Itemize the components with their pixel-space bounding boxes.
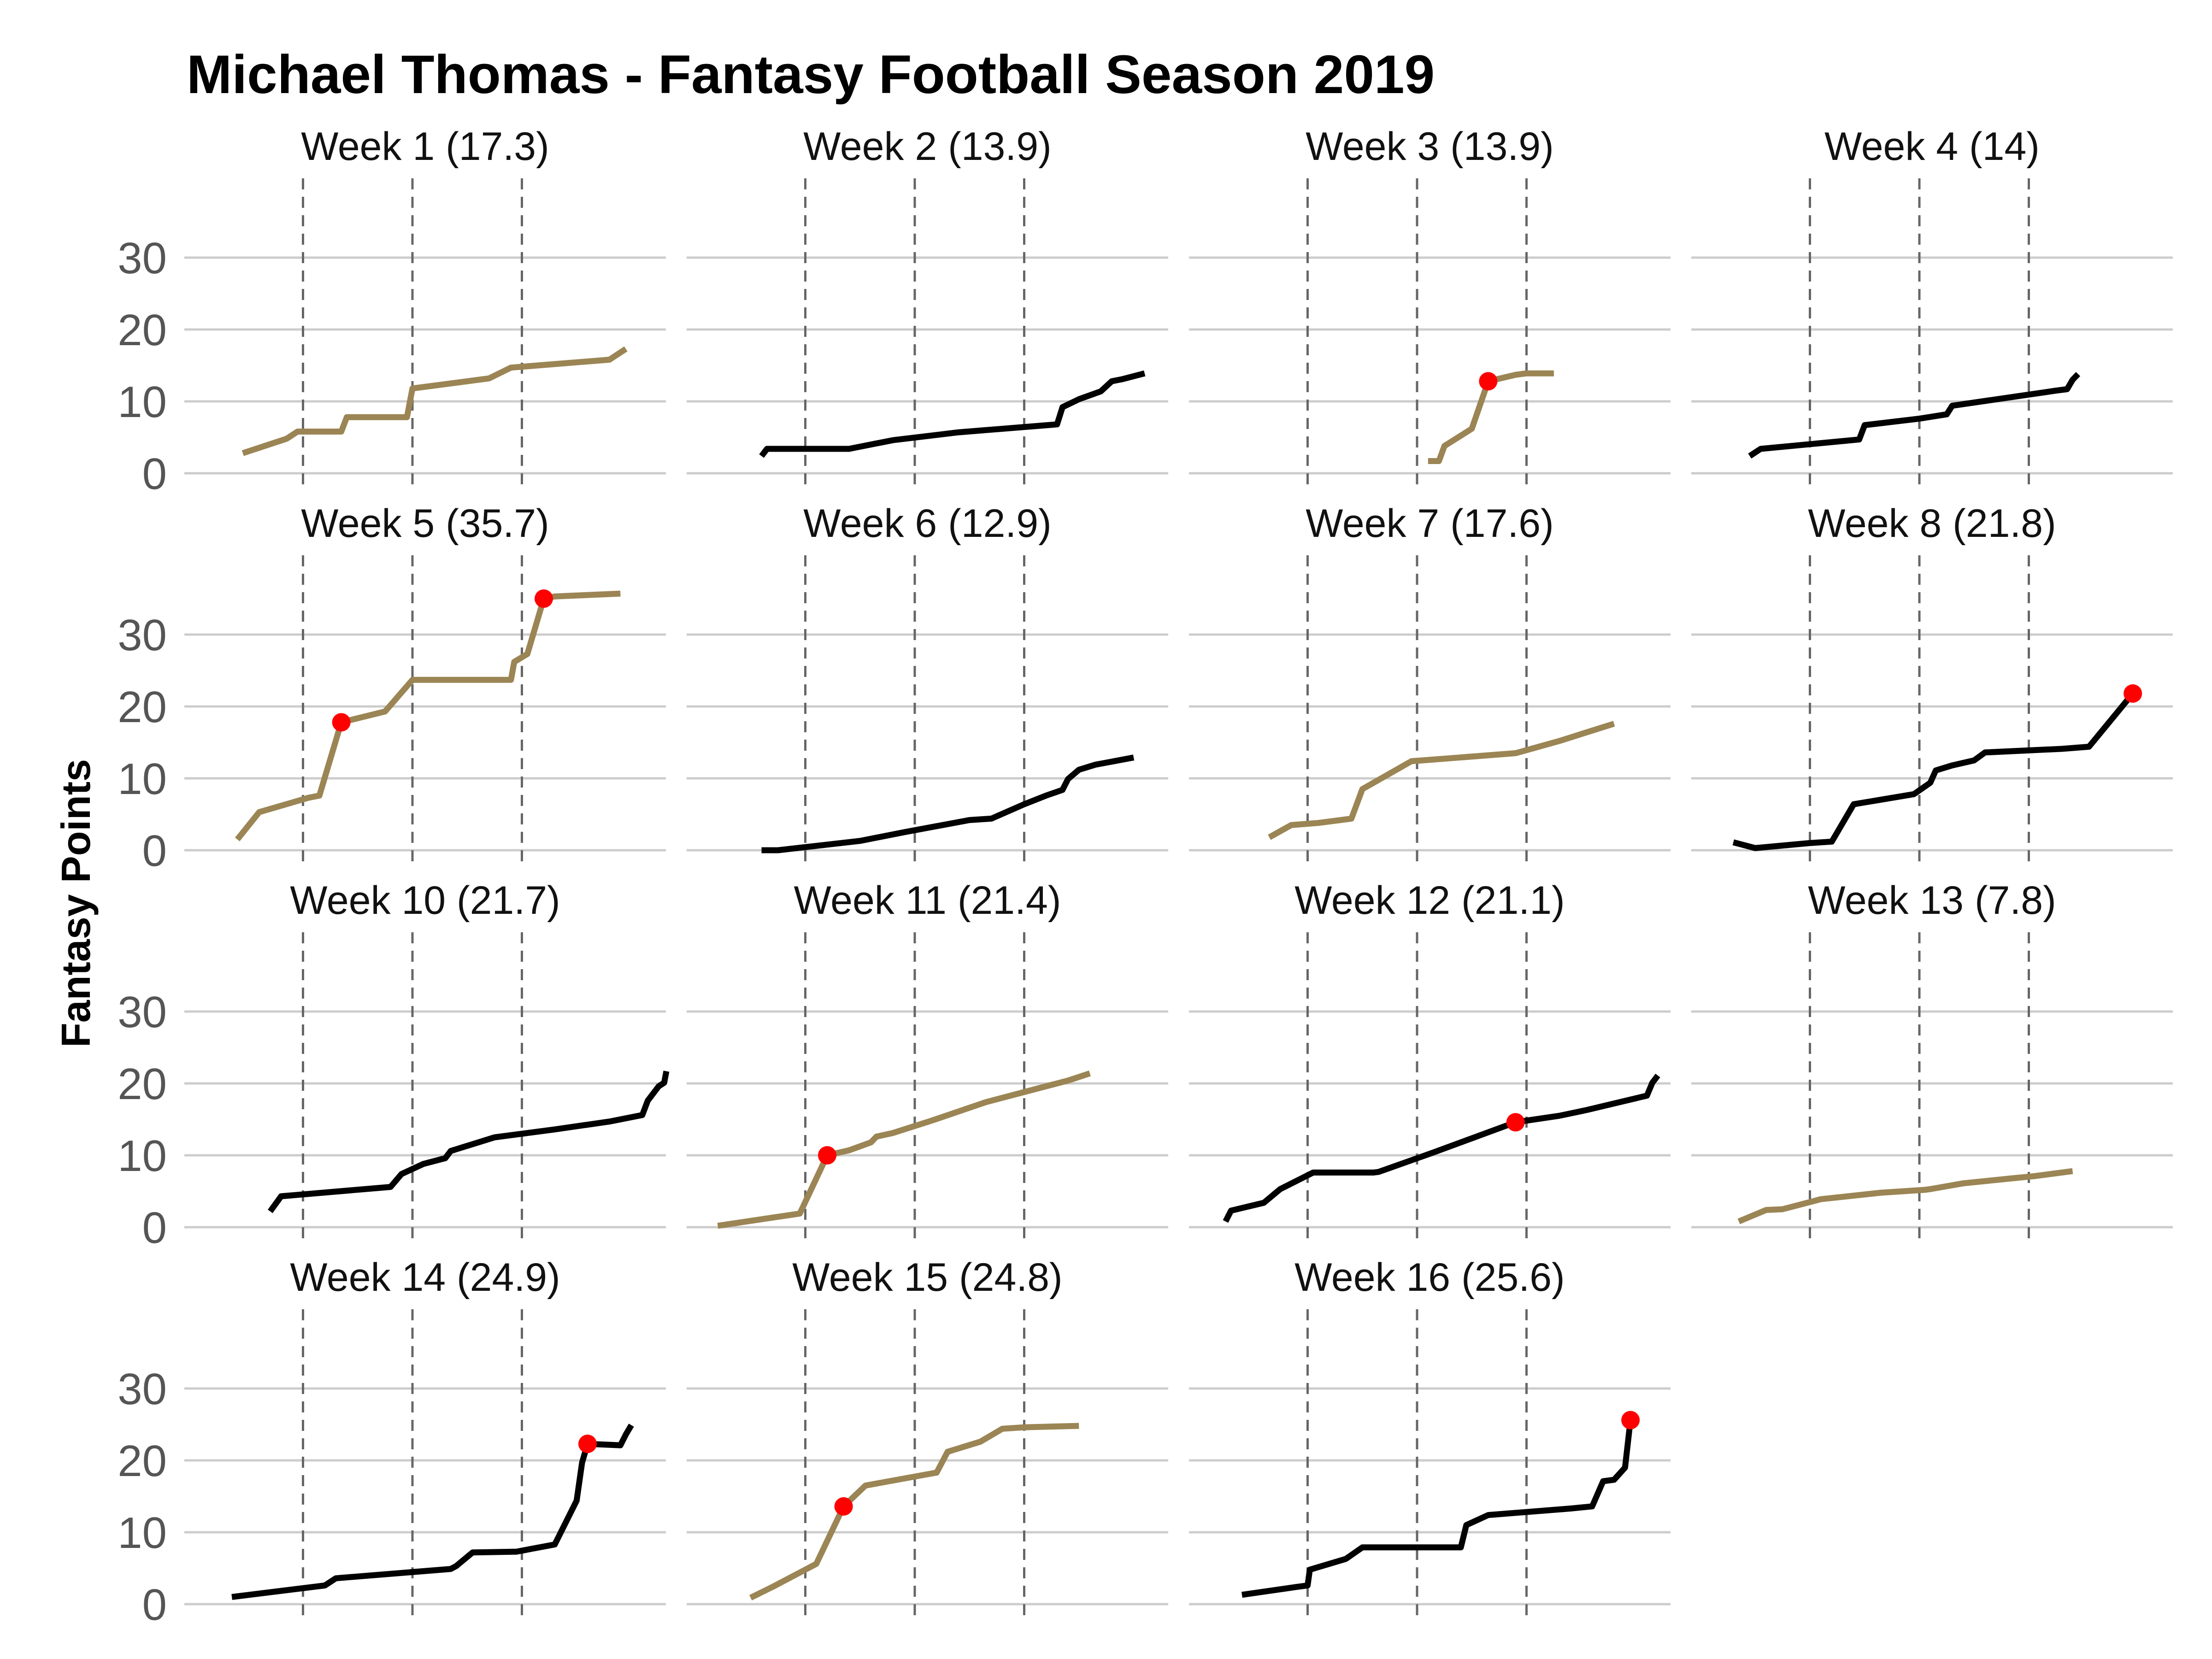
y-tick-label: 20 xyxy=(118,1059,167,1109)
y-tick-label: 30 xyxy=(118,1365,167,1414)
y-tick-label: 10 xyxy=(118,377,167,427)
panel-13: Week 14 (24.9) 0 10 20 30 xyxy=(118,1255,666,1630)
facet-panels: Week 1 (17.3) 0 10 20 30 Week 2 (13.9) Week 3 … xyxy=(118,124,2173,1630)
cumulative-points-line xyxy=(268,1071,670,1213)
cumulative-points-line xyxy=(1428,370,1554,464)
y-tick-label: 10 xyxy=(118,1131,167,1181)
y-tick-label: 30 xyxy=(118,234,167,283)
touchdown-point xyxy=(332,713,351,732)
panel-4: Week 4 (14) xyxy=(1691,124,2173,487)
cumulative-points-line xyxy=(231,1424,634,1600)
panel-12: Week 13 (7.8) xyxy=(1691,878,2173,1241)
y-tick-label: 10 xyxy=(118,1508,167,1558)
y-tick-label: 0 xyxy=(142,826,167,876)
panel-8: Week 8 (21.8) xyxy=(1691,501,2173,864)
panel-2: Week 2 (13.9) xyxy=(687,124,1168,487)
panel-label: Week 16 (25.6) xyxy=(1294,1255,1565,1300)
panel-label: Week 14 (24.9) xyxy=(290,1255,560,1300)
touchdown-point xyxy=(535,589,553,608)
cumulative-points-line xyxy=(1732,691,2136,851)
cumulative-points-line xyxy=(1737,1168,2073,1224)
panel-5: Week 5 (35.7) 0 10 20 30 xyxy=(118,501,666,876)
panel-label: Week 8 (21.8) xyxy=(1808,501,2056,546)
touchdown-point xyxy=(1506,1113,1525,1132)
panel-14: Week 15 (24.8) xyxy=(687,1255,1168,1618)
panel-label: Week 5 (35.7) xyxy=(301,501,549,546)
panel-label: Week 10 (21.7) xyxy=(290,878,560,923)
touchdown-point xyxy=(1479,372,1498,391)
cumulative-points-line xyxy=(717,1071,1091,1229)
panel-label: Week 15 (24.8) xyxy=(792,1255,1062,1300)
touchdown-point xyxy=(818,1146,836,1165)
panel-label: Week 7 (17.6) xyxy=(1306,501,1554,546)
cumulative-points-line xyxy=(759,370,1146,458)
y-tick-label: 10 xyxy=(118,754,167,804)
panel-label: Week 12 (21.1) xyxy=(1294,878,1565,923)
panel-10: Week 11 (21.4) xyxy=(687,878,1168,1241)
panel-label: Week 6 (12.9) xyxy=(803,501,1052,546)
panel-6: Week 6 (12.9) xyxy=(687,501,1168,864)
panel-label: Week 11 (21.4) xyxy=(794,878,1061,923)
cumulative-points-line xyxy=(749,1423,1079,1600)
panel-9: Week 10 (21.7) 0 10 20 30 xyxy=(118,878,670,1253)
y-tick-label: 20 xyxy=(118,306,167,355)
panel-label: Week 4 (14) xyxy=(1824,124,2040,169)
panel-7: Week 7 (17.6) xyxy=(1189,501,1671,864)
y-tick-label: 20 xyxy=(118,682,167,732)
cumulative-points-line xyxy=(1268,721,1615,840)
panel-3: Week 3 (13.9) xyxy=(1189,124,1671,487)
panel-15: Week 16 (25.6) xyxy=(1189,1255,1671,1618)
chart-title: Michael Thomas - Fantasy Football Season… xyxy=(187,44,1435,105)
cumulative-points-line xyxy=(1241,1419,1634,1598)
cumulative-points-line xyxy=(1223,1073,1660,1223)
y-tick-label: 0 xyxy=(142,449,167,499)
touchdown-point xyxy=(2124,684,2142,703)
cumulative-points-line xyxy=(235,590,621,841)
cumulative-points-line xyxy=(1748,372,2081,459)
cumulative-points-line xyxy=(761,754,1135,853)
touchdown-point xyxy=(578,1435,597,1453)
cumulative-points-line xyxy=(241,346,628,456)
panel-label: Week 3 (13.9) xyxy=(1306,124,1554,169)
y-tick-label: 0 xyxy=(142,1580,167,1630)
y-tick-label: 0 xyxy=(142,1203,167,1253)
touchdown-point xyxy=(1621,1411,1640,1430)
panel-11: Week 12 (21.1) xyxy=(1189,878,1671,1241)
y-tick-label: 30 xyxy=(118,611,167,660)
y-tick-label: 30 xyxy=(118,988,167,1037)
panel-label: Week 1 (17.3) xyxy=(301,124,549,169)
panel-label: Week 13 (7.8) xyxy=(1808,878,2056,923)
y-axis-label: Fantasy Points xyxy=(53,759,99,1047)
panel-1: Week 1 (17.3) 0 10 20 30 xyxy=(118,124,666,499)
touchdown-point xyxy=(834,1497,853,1516)
y-tick-label: 20 xyxy=(118,1436,167,1486)
panel-label: Week 2 (13.9) xyxy=(803,124,1052,169)
